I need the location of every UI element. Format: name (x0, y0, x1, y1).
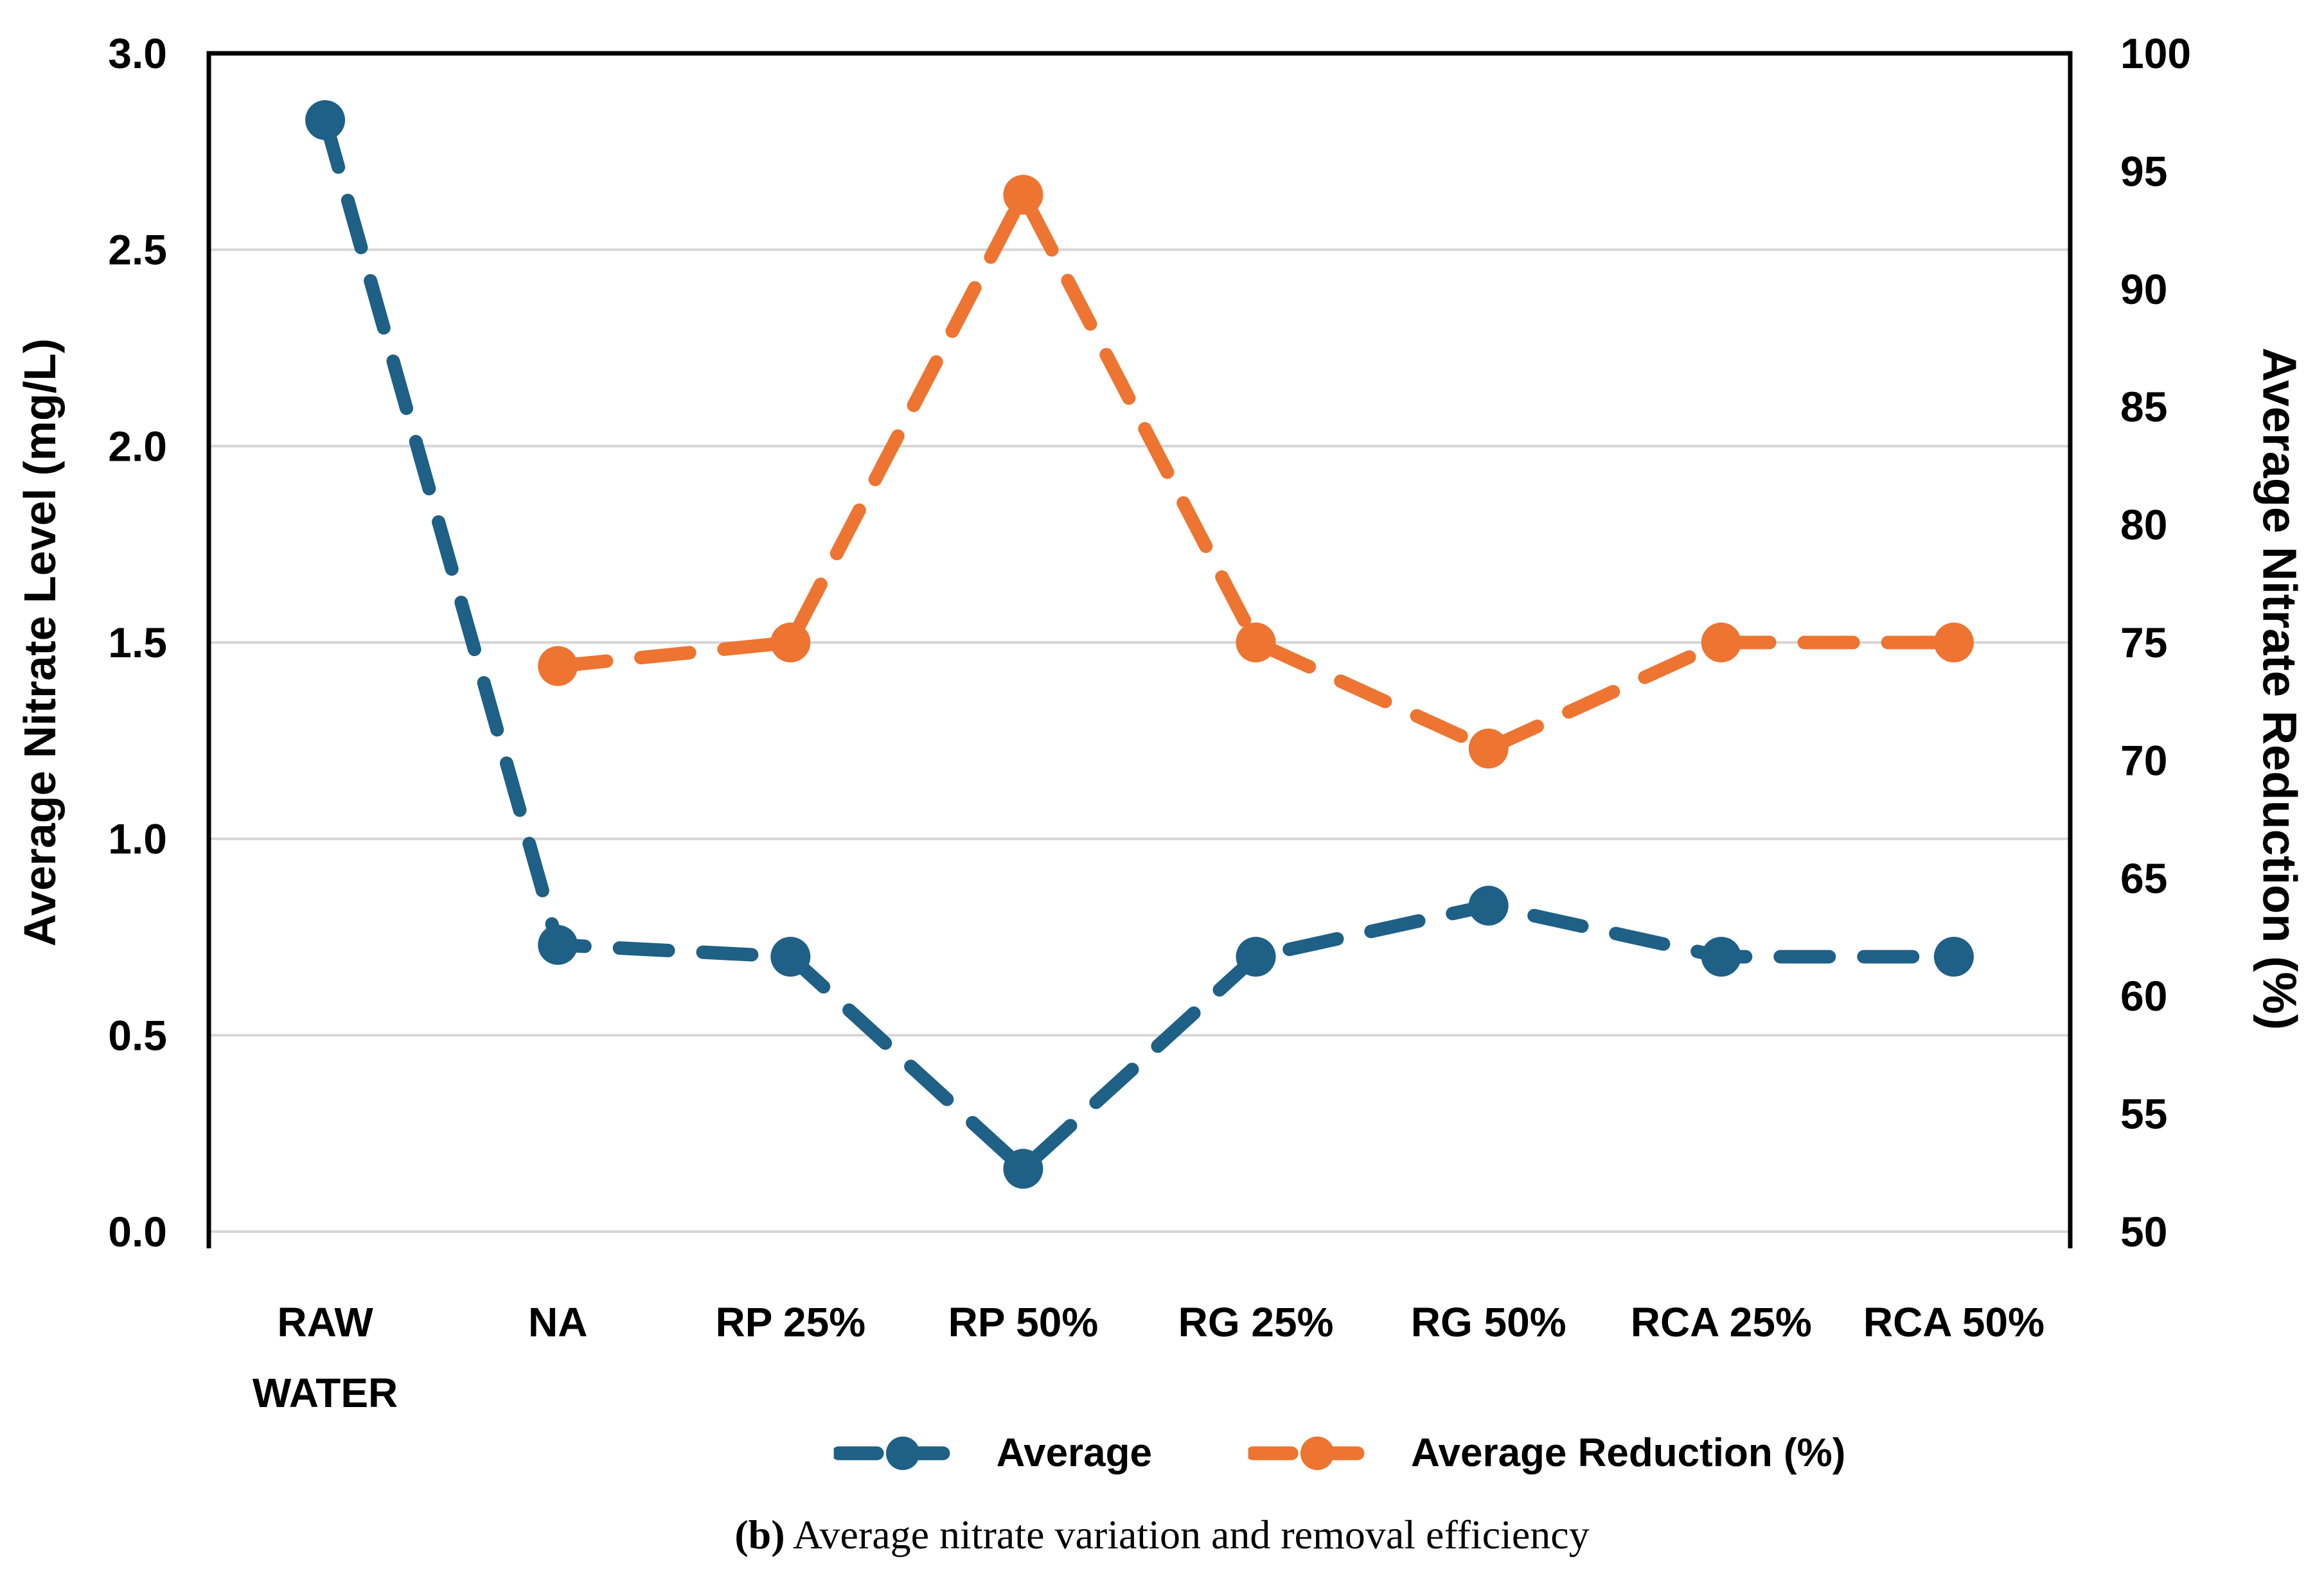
legend-label-average-reduction: Average Reduction (%) (1411, 1431, 1846, 1475)
data-point (1933, 937, 1974, 977)
y-right-tick-label: 70 (2120, 736, 2167, 784)
plot-frame (206, 51, 2073, 1248)
data-point (1236, 937, 1276, 977)
data-point (1003, 1149, 1043, 1189)
data-point (1468, 885, 1509, 926)
legend-marker-average-reduction (1248, 1436, 1387, 1470)
y-right-tick-label: 75 (2120, 619, 2167, 666)
data-point (305, 100, 346, 140)
series-markers-average (305, 100, 1974, 1189)
legend-item-average-reduction: Average Reduction (%) (1248, 1430, 1845, 1476)
y-right-tick-label: 60 (2120, 972, 2167, 1020)
legend-label-average: Average (996, 1431, 1153, 1475)
figure-caption: (b) Average nitrate variation and remova… (0, 1511, 2324, 1559)
x-axis-label: RCA 50% (1863, 1299, 2045, 1345)
y-right-tick-label: 65 (2120, 855, 2167, 902)
y-left-axis-title: Average Nitrate Level (mg/L) (15, 339, 65, 947)
series-markers-average-reduction (538, 175, 1974, 769)
data-point (1003, 175, 1043, 215)
y-left-tick-label: 2.0 (108, 422, 167, 470)
data-point (538, 646, 578, 686)
data-point (1701, 623, 1741, 662)
y-right-tick-label: 95 (2120, 147, 2167, 195)
x-axis-label: RG 50% (1411, 1299, 1566, 1345)
y-left-tick-labels: 0.0 0.5 1.0 1.5 2.0 2.5 3.0 (108, 30, 167, 1255)
caption-label: (b) (734, 1512, 785, 1557)
y-right-tick-label: 100 (2120, 30, 2191, 77)
y-right-tick-label: 80 (2120, 501, 2167, 549)
caption-text: Average nitrate variation and removal ef… (785, 1512, 1590, 1557)
data-point (1701, 937, 1741, 977)
y-left-tick-label: 0.5 (108, 1011, 167, 1059)
x-axis-label: NA (528, 1299, 587, 1345)
x-axis-label: RG 25% (1178, 1299, 1334, 1345)
y-right-axis-title: Average Nitrate Reduction (%) (2253, 348, 2307, 1030)
legend: Average Average Reduction (%) (833, 1430, 1845, 1476)
y-left-tick-label: 1.0 (108, 815, 167, 863)
data-point (1468, 729, 1509, 769)
y-right-tick-label: 85 (2120, 383, 2167, 430)
y-left-tick-label: 3.0 (108, 30, 167, 77)
data-point (770, 623, 811, 662)
series-line-average-reduction (551, 188, 1961, 756)
legend-marker-average (833, 1436, 972, 1470)
y-right-tick-label: 50 (2120, 1208, 2167, 1255)
x-axis-label: RAW (277, 1299, 373, 1345)
data-point (1933, 623, 1974, 662)
x-axis-labels: RAW WATER NA RP 25% RP 50% RG 25% RG 50% RCA 25… (253, 1299, 2045, 1416)
legend-item-average: Average (833, 1430, 1153, 1476)
x-axis-label: RP 25% (716, 1299, 866, 1345)
y-right-tick-labels: 50 55 60 65 70 75 80 85 90 95 100 (2120, 30, 2191, 1255)
data-point (770, 937, 811, 977)
data-point (538, 925, 578, 965)
data-point (1236, 623, 1276, 662)
y-right-tick-label: 90 (2120, 265, 2167, 313)
gridlines (209, 248, 2070, 1233)
y-left-tick-label: 0.0 (108, 1208, 167, 1255)
y-right-tick-label: 55 (2120, 1090, 2167, 1138)
y-left-tick-label: 1.5 (108, 619, 167, 666)
x-axis-label: WATER (253, 1370, 398, 1416)
x-axis-label: RP 50% (948, 1299, 1099, 1345)
y-left-tick-label: 2.5 (108, 226, 167, 274)
x-axis-label: RCA 25% (1631, 1299, 1812, 1345)
